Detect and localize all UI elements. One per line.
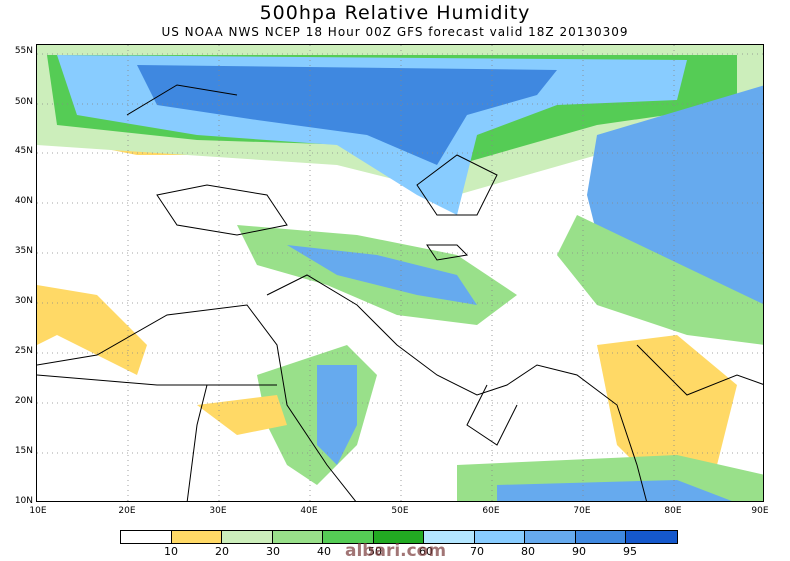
humidity-fields <box>37 45 763 501</box>
lon-label-50e: 50E <box>391 506 409 516</box>
lat-label-35n: 35N <box>14 246 33 256</box>
coastlines <box>37 84 763 501</box>
legend-swatch-3 <box>272 531 323 543</box>
yellow-india <box>597 335 737 485</box>
legend-label-30: 30 <box>266 545 280 558</box>
blue-red-sea <box>317 365 357 465</box>
legend-swatch-5 <box>373 531 424 543</box>
dark-blue-north <box>137 65 557 165</box>
lon-label-10e: 10E <box>29 506 47 516</box>
lon-label-60e: 60E <box>482 506 500 516</box>
lon-label-90e: 90E <box>751 506 769 516</box>
legend-label-10: 10 <box>164 545 178 558</box>
legend-swatch-0 <box>121 531 172 543</box>
legend-label-40: 40 <box>317 545 331 558</box>
legend-label-70: 70 <box>470 545 484 558</box>
legend-swatch-9 <box>575 531 626 543</box>
lat-label-40n: 40N <box>14 196 33 206</box>
legend-swatch-8 <box>525 531 576 543</box>
legend-label-50: 50 <box>368 545 382 558</box>
lat-label-30n: 30N <box>14 296 33 306</box>
blue-middle <box>287 245 477 305</box>
lon-label-70e: 70E <box>573 506 591 516</box>
legend-label-95: 95 <box>623 545 637 558</box>
lat-label-20n: 20N <box>14 396 33 406</box>
lat-label-10n: 10N <box>14 496 33 506</box>
color-legend <box>120 530 678 544</box>
legend-label-60: 60 <box>419 545 433 558</box>
yellow-band-west <box>37 285 147 375</box>
legend-swatch-10 <box>626 531 677 543</box>
lat-label-15n: 15N <box>14 446 33 456</box>
yellow-arabia <box>197 395 287 435</box>
green-east <box>557 215 763 345</box>
legend-swatch-7 <box>474 531 525 543</box>
lat-label-50n: 50N <box>14 97 33 107</box>
legend-swatch-4 <box>323 531 374 543</box>
map-frame <box>36 44 764 502</box>
lat-label-55n: 55N <box>14 46 33 56</box>
map-title: 500hpa Relative Humidity <box>259 2 531 24</box>
map-subtitle: US NOAA NWS NCEP 18 Hour 00Z GFS forecas… <box>161 25 629 39</box>
legend-label-20: 20 <box>215 545 229 558</box>
watermark: albari.com <box>345 541 447 561</box>
legend-swatch-2 <box>222 531 273 543</box>
lat-label-25n: 25N <box>14 346 33 356</box>
blue-south <box>497 480 732 501</box>
legend-swatch-1 <box>171 531 222 543</box>
legend-label-80: 80 <box>521 545 535 558</box>
lat-label-45n: 45N <box>14 146 33 156</box>
lon-label-20e: 20E <box>118 506 136 516</box>
lon-label-40e: 40E <box>300 506 318 516</box>
legend-swatch-6 <box>424 531 475 543</box>
humidity-map <box>37 45 763 501</box>
legend-label-90: 90 <box>572 545 586 558</box>
lon-label-80e: 80E <box>664 506 682 516</box>
lon-label-30e: 30E <box>209 506 227 516</box>
